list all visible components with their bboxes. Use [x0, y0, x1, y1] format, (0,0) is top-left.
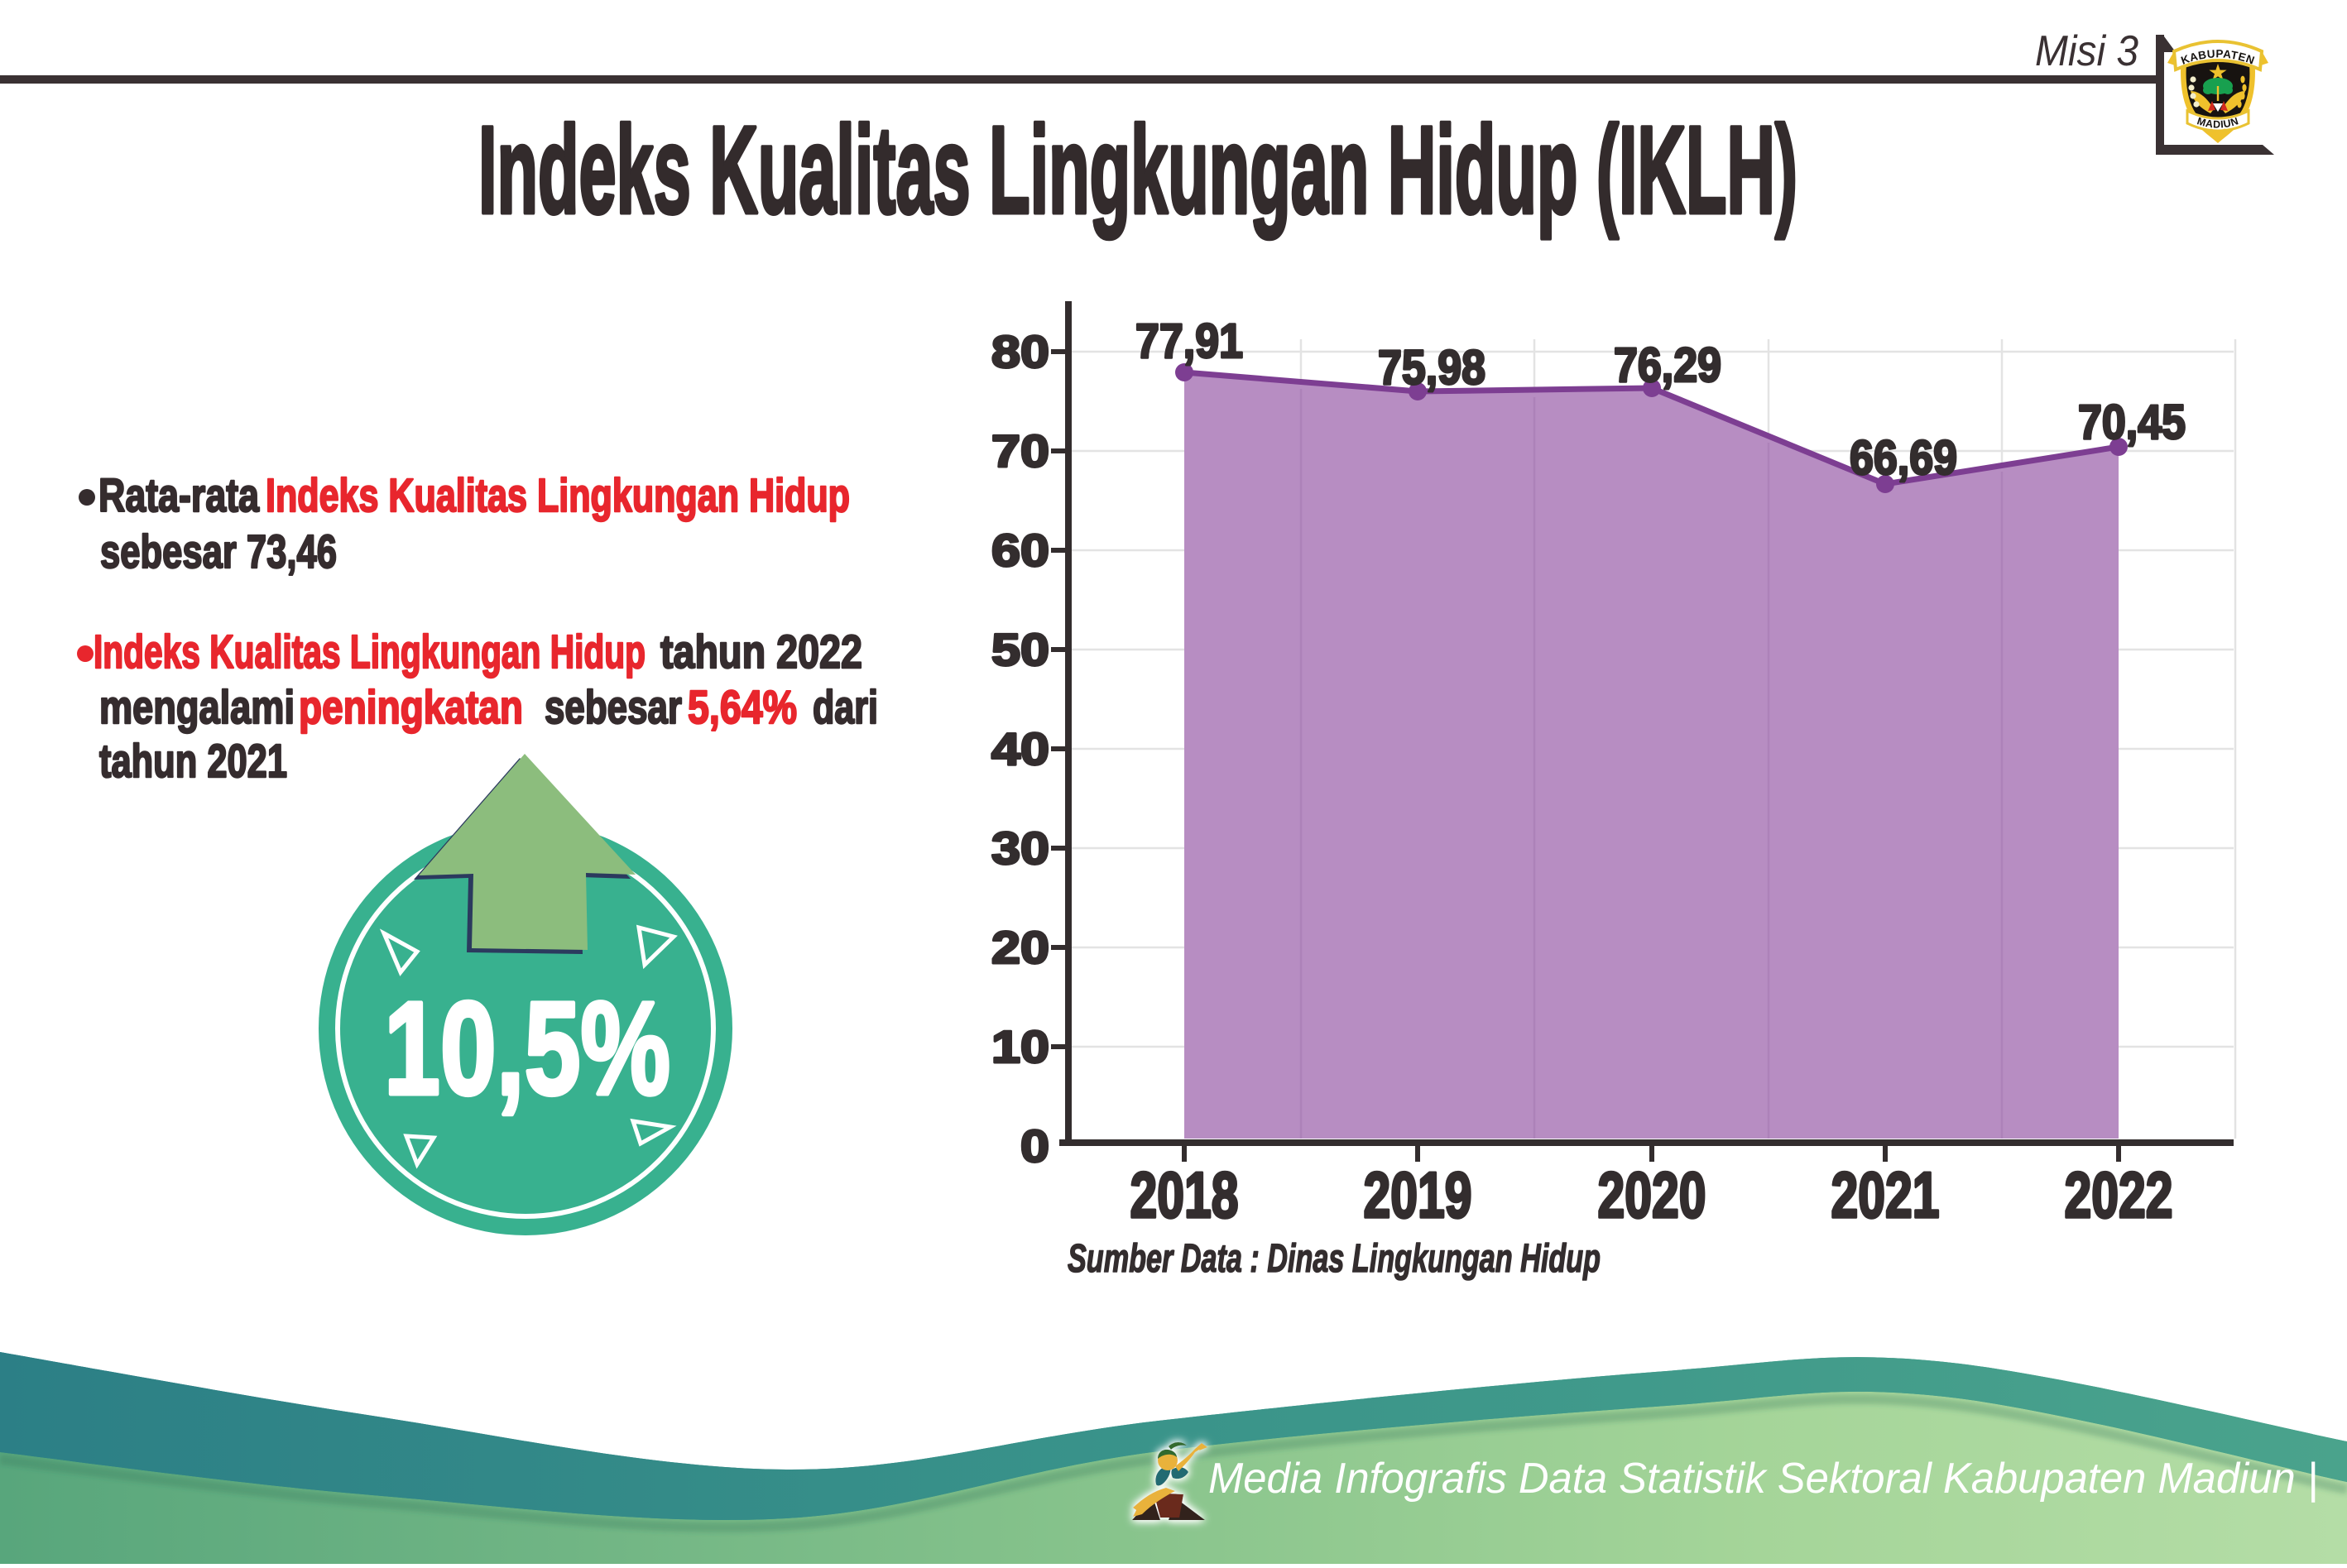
svg-text:Indeks Kualitas Lingkungan Hid: Indeks Kualitas Lingkungan Hidup (IKLH)	[478, 100, 1797, 239]
svg-text:30: 30	[991, 822, 1049, 874]
svg-text:Rata-rata: Rata-rata	[98, 469, 260, 522]
svg-text:76,29: 76,29	[1614, 338, 1721, 392]
svg-text:66,69: 66,69	[1850, 431, 1957, 485]
svg-text:2022: 2022	[2065, 1158, 2173, 1231]
svg-text:Indeks Kualitas Lingkungan Hid: Indeks Kualitas Lingkungan Hidup	[94, 626, 646, 679]
svg-text:75,98: 75,98	[1378, 341, 1485, 395]
svg-text:77,91: 77,91	[1135, 314, 1243, 368]
svg-text:sebesar: sebesar	[545, 681, 682, 734]
svg-text:tahun 2021: tahun 2021	[99, 735, 287, 788]
svg-text:40: 40	[991, 723, 1049, 774]
svg-text:Indeks Kualitas Lingkungan Hid: Indeks Kualitas Lingkungan Hidup	[266, 469, 850, 522]
svg-text:peningkatan: peningkatan	[299, 681, 523, 734]
svg-text:60: 60	[991, 525, 1049, 576]
svg-text:mengalami: mengalami	[99, 681, 295, 734]
svg-text:Sumber Data : Dinas Lingkungan: Sumber Data : Dinas Lingkungan Hidup	[1068, 1237, 1601, 1281]
svg-text:20: 20	[991, 922, 1049, 973]
svg-text:10: 10	[991, 1021, 1049, 1072]
svg-text:MADIUN: MADIUN	[2196, 115, 2240, 130]
svg-text:0: 0	[1020, 1120, 1049, 1172]
svg-text:5,64%: 5,64%	[688, 681, 797, 734]
svg-text:sebesar 73,46: sebesar 73,46	[100, 525, 337, 578]
svg-text:Misi 3: Misi 3	[2035, 27, 2138, 75]
svg-text:dari: dari	[813, 681, 878, 734]
svg-text:70: 70	[991, 425, 1049, 477]
svg-text:50: 50	[991, 624, 1049, 675]
svg-text:2021: 2021	[1831, 1158, 1940, 1231]
svg-text:2019: 2019	[1364, 1158, 1472, 1231]
svg-text:80: 80	[991, 326, 1049, 377]
svg-text:70,45: 70,45	[2078, 396, 2186, 449]
svg-text:10,5%: 10,5%	[384, 974, 670, 1122]
svg-text:Media Infografis Data Statisti: Media Infografis Data Statistik Sektoral…	[1208, 1455, 2318, 1503]
svg-text:2020: 2020	[1598, 1158, 1706, 1231]
svg-text:tahun 2022: tahun 2022	[660, 626, 862, 679]
svg-text:2018: 2018	[1130, 1158, 1239, 1231]
